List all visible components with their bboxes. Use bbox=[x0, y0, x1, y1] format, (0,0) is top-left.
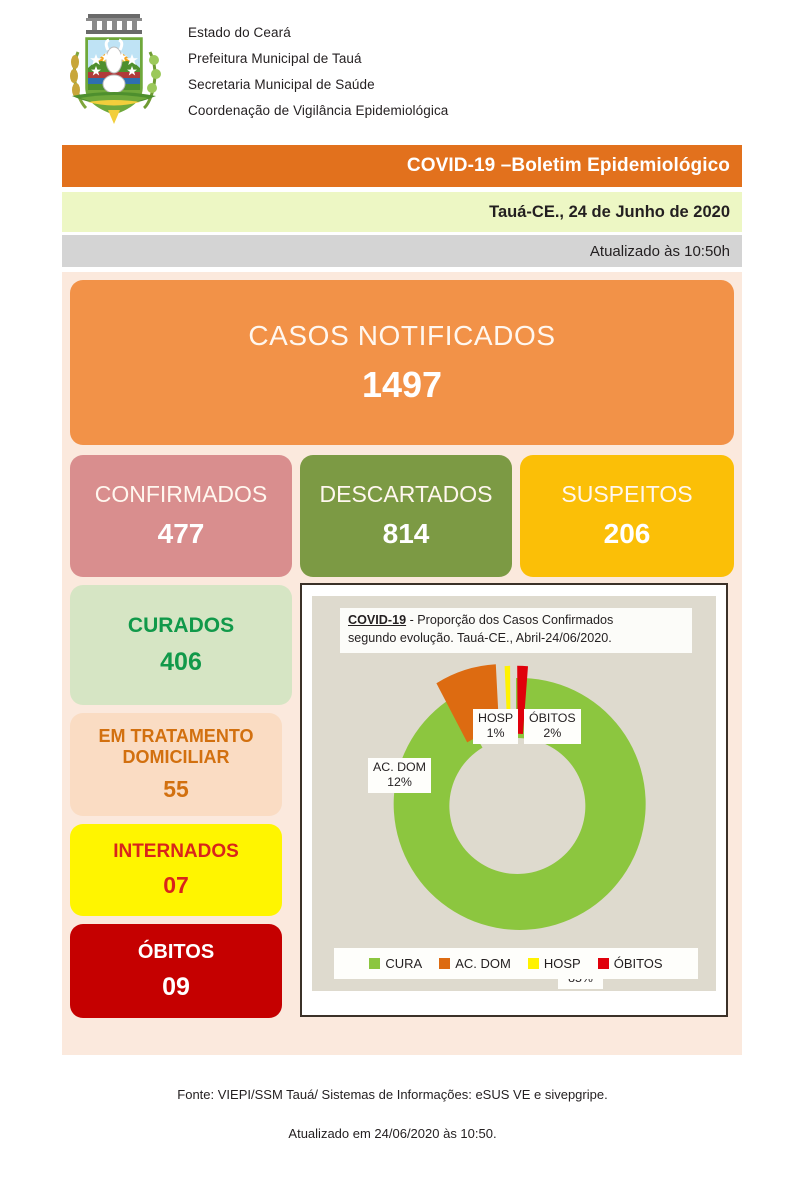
chart-title: COVID-19 - Proporção dos Casos Confirmad… bbox=[340, 608, 692, 653]
card-confirmados: CONFIRMADOS 477 bbox=[70, 455, 292, 577]
card-value: 1497 bbox=[361, 364, 443, 406]
card-descartados: DESCARTADOS 814 bbox=[300, 455, 512, 577]
legend-item-ac-dom: AC. DOM bbox=[439, 956, 511, 971]
bulletin-title: COVID-19 –Boletim Epidemiológico bbox=[406, 155, 730, 176]
data-label-name: HOSP bbox=[478, 711, 514, 725]
legend-label: AC. DOM bbox=[455, 956, 511, 971]
org-line-coordenacao: Coordenação de Vigilância Epidemiológica bbox=[188, 102, 449, 118]
tauá-coat-of-arms-icon bbox=[62, 10, 166, 132]
data-label-pct: 1% bbox=[486, 726, 505, 741]
chart-title-line-1: COVID-19 - Proporção dos Casos Confirmad… bbox=[348, 612, 686, 630]
card-value: 206 bbox=[603, 518, 651, 550]
chart-title-rest: - Proporção dos Casos Confirmados bbox=[406, 613, 614, 627]
legend-label: ÓBITOS bbox=[613, 956, 663, 971]
legend-swatch-icon bbox=[527, 958, 539, 969]
card-label: SUSPEITOS bbox=[561, 481, 693, 508]
card-label: CONFIRMADOS bbox=[94, 481, 268, 508]
legend-item-cura: CURA bbox=[369, 956, 422, 971]
data-label-name: ÓBITOS bbox=[529, 711, 576, 725]
card-suspeitos: SUSPEITOS 206 bbox=[520, 455, 734, 577]
legend-item-obitos: ÓBITOS bbox=[597, 956, 663, 971]
legend-label: CURA bbox=[385, 956, 423, 971]
chart-plot-area: COVID-19 - Proporção dos Casos Confirmad… bbox=[312, 596, 716, 991]
card-value: 477 bbox=[157, 518, 205, 550]
legend-label: HOSP bbox=[543, 956, 581, 971]
card-value: 09 bbox=[162, 973, 190, 1002]
stats-panel: CASOS NOTIFICADOS 1497 CONFIRMADOS 477 D… bbox=[62, 272, 742, 1055]
legend-swatch-icon bbox=[369, 958, 381, 969]
donut-chart: AC. DOM 12% HOSP 1% ÓBITOS 2% CURA 85% bbox=[312, 654, 720, 990]
card-casos-notificados: CASOS NOTIFICADOS 1497 bbox=[70, 280, 734, 445]
org-line-secretaria: Secretaria Municipal de Saúde bbox=[188, 76, 375, 92]
card-label: ÓBITOS bbox=[137, 940, 215, 963]
legend-swatch-icon bbox=[597, 958, 609, 969]
bulletin-updated-time: Atualizado às 10:50h bbox=[589, 242, 730, 260]
bulletin-title-bar: COVID-19 –Boletim Epidemiológico bbox=[62, 145, 742, 187]
card-label: DESCARTADOS bbox=[319, 481, 493, 508]
card-label: CURADOS bbox=[127, 614, 235, 638]
data-label-pct: 2% bbox=[543, 726, 562, 741]
slice-obitos bbox=[517, 665, 528, 734]
org-line-prefeitura: Prefeitura Municipal de Tauá bbox=[188, 50, 362, 66]
card-label-line1: EM TRATAMENTO bbox=[98, 726, 254, 747]
chart-title-line-2: segundo evolução. Tauá-CE., Abril-24/06/… bbox=[348, 630, 612, 645]
bulletin-updated-bar: Atualizado às 10:50h bbox=[62, 235, 742, 267]
organization-lines: Estado do Ceará Prefeitura Municipal de … bbox=[188, 25, 448, 118]
footer-updated: Atualizado em 24/06/2020 às 10:50. bbox=[288, 1126, 497, 1141]
masthead: Estado do Ceará Prefeitura Municipal de … bbox=[62, 6, 742, 136]
data-label-pct: 12% bbox=[387, 775, 412, 790]
legend-swatch-icon bbox=[439, 958, 451, 969]
footer-source: Fonte: VIEPI/SSM Tauá/ Sistemas de Infor… bbox=[177, 1087, 608, 1102]
data-label-name: AC. DOM bbox=[373, 760, 427, 774]
card-label: INTERNADOS bbox=[113, 841, 239, 863]
bulletin-date-bar: Tauá-CE., 24 de Junho de 2020 bbox=[62, 192, 742, 232]
legend-item-hosp: HOSP bbox=[527, 956, 581, 971]
org-line-estado: Estado do Ceará bbox=[188, 24, 291, 40]
card-internados: INTERNADOS 07 bbox=[70, 824, 282, 916]
slice-cura bbox=[393, 677, 646, 930]
card-obitos: ÓBITOS 09 bbox=[70, 924, 282, 1018]
data-label-ac-dom: AC. DOM 12% bbox=[368, 758, 432, 794]
card-value: 814 bbox=[382, 518, 430, 550]
card-label: CASOS NOTIFICADOS bbox=[248, 319, 556, 351]
evolution-chart-panel: COVID-19 - Proporção dos Casos Confirmad… bbox=[300, 583, 728, 1017]
card-label-line2: DOMICILIAR bbox=[122, 746, 230, 767]
card-curados: CURADOS 406 bbox=[70, 585, 292, 705]
data-label-hosp: HOSP 1% bbox=[473, 709, 519, 745]
card-em-tratamento-domiciliar: EM TRATAMENTO DOMICILIAR 55 bbox=[70, 713, 282, 816]
card-value: 55 bbox=[163, 775, 189, 802]
card-value: 406 bbox=[160, 647, 202, 676]
chart-title-covid-tag: COVID-19 bbox=[348, 613, 407, 627]
bulletin-date: Tauá-CE., 24 de Junho de 2020 bbox=[489, 202, 730, 221]
chart-legend: CURA AC. DOM HOSP ÓBITOS bbox=[334, 948, 698, 979]
data-label-obitos: ÓBITOS 2% bbox=[524, 709, 581, 745]
card-value: 07 bbox=[163, 871, 189, 898]
